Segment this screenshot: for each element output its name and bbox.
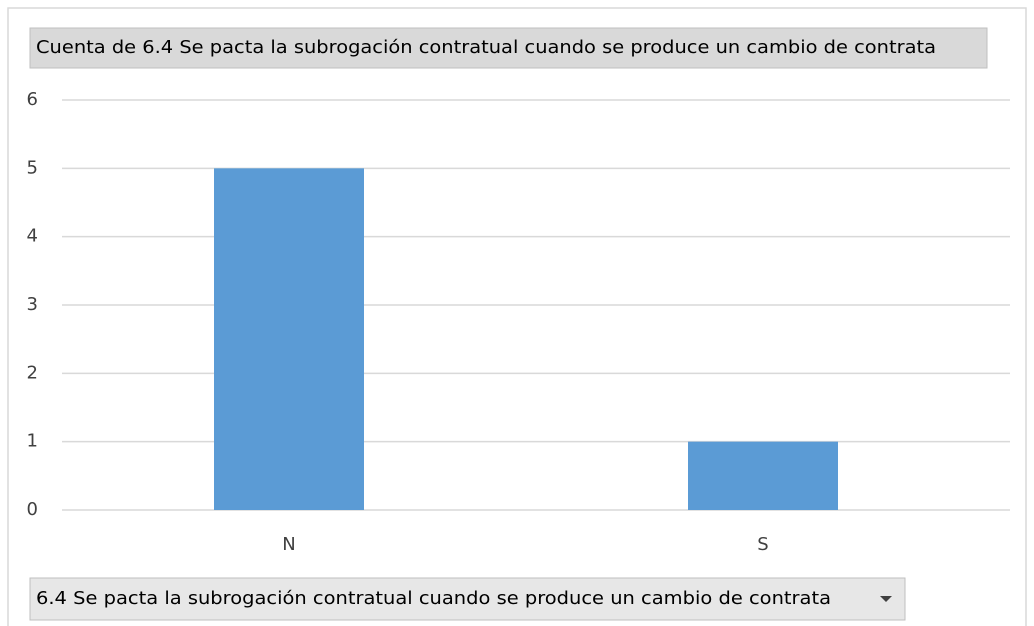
y-tick-label: 2: [27, 362, 38, 383]
y-tick-label: 6: [27, 89, 38, 110]
x-tick-label: N: [282, 534, 295, 555]
bar: [214, 168, 364, 511]
field-button[interactable]: [29, 577, 906, 621]
y-tick-label: 1: [27, 431, 38, 452]
y-tick-label: 5: [27, 157, 38, 178]
chart-border: [7, 7, 1027, 626]
y-tick-label: 0: [27, 499, 38, 520]
y-tick-label: 3: [27, 294, 38, 315]
y-tick-label: 4: [27, 226, 38, 247]
bar: [688, 441, 838, 510]
dropdown-arrow[interactable]: [880, 596, 892, 602]
title-button: [29, 27, 988, 69]
chart-title: Cuenta de 6.4 Se pacta la subrogación co…: [36, 37, 936, 58]
field-button-label[interactable]: 6.4 Se pacta la subrogación contratual c…: [36, 588, 831, 609]
x-tick-label: S: [757, 534, 768, 555]
